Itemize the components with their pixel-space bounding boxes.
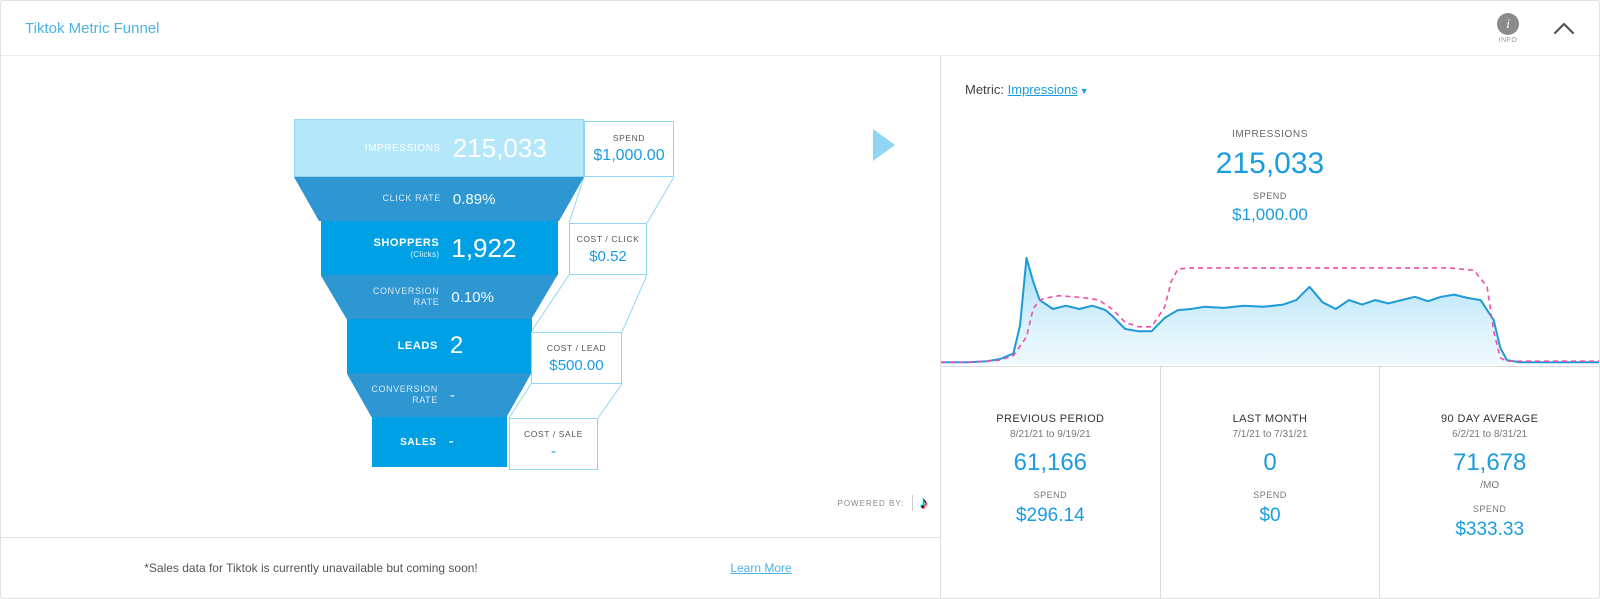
summary-metric-value: 215,033: [1215, 147, 1325, 180]
cost-label: COST / LEAD: [546, 342, 607, 353]
funnel-panel: IMPRESSIONS 215,033 CLICK RATE 0.89% SHO…: [1, 56, 940, 598]
stat-value: 61,166: [1013, 449, 1088, 476]
sales-unavailable-note: *Sales data for Tiktok is currently unav…: [144, 561, 478, 575]
summary-spend-label: SPEND: [1252, 191, 1287, 201]
metric-detail-panel: Metric: Impressions ▼ IMPRESSIONS 215,033…: [940, 56, 1599, 598]
stage-label: CONVERSION RATE: [372, 285, 440, 307]
stat-spend-label: SPEND: [1472, 504, 1507, 514]
stage-value: -: [449, 386, 455, 404]
cost-box-cost-per-sale: COST / SALE -: [509, 418, 598, 470]
stage-label: IMPRESSIONS: [364, 142, 441, 154]
stage-value: 0.89%: [452, 190, 496, 208]
stat-spend-label: SPEND: [1033, 490, 1068, 500]
metric-selector-label: Metric:: [965, 82, 1004, 97]
comparison-stats: PREVIOUS PERIOD 8/21/21 to 9/19/21 61,16…: [941, 367, 1599, 598]
cost-box-cost-per-lead: COST / LEAD $500.00: [531, 332, 622, 384]
stat-title: PREVIOUS PERIOD: [996, 413, 1105, 425]
stage-value: 1,922: [451, 232, 517, 263]
stat-90-day-average: 90 DAY AVERAGE 6/2/21 to 8/31/21 71,678 …: [1379, 367, 1599, 598]
powered-by-label: POWERED BY:: [837, 498, 905, 508]
cost-value: $0.52: [589, 247, 627, 265]
widget-header: Tiktok Metric Funnel INFO: [1, 1, 1599, 56]
stage-sublabel: (Clicks): [410, 249, 440, 259]
funnel-stage-impressions: IMPRESSIONS 215,033: [294, 119, 584, 177]
stage-label: CLICK RATE: [382, 193, 441, 204]
cost-value: $1,000.00: [593, 147, 665, 164]
collapse-button[interactable]: [1553, 21, 1575, 35]
stage-value: 215,033: [452, 132, 547, 163]
stage-label: SHOPPERS: [373, 236, 440, 249]
funnel-stage-leads: LEADS 2: [346, 319, 532, 373]
stat-last-month: LAST MONTH 7/1/21 to 7/31/21 0 SPEND $0: [1159, 367, 1380, 598]
page-title: Tiktok Metric Funnel: [25, 19, 160, 37]
stat-title: 90 DAY AVERAGE: [1441, 413, 1539, 425]
divider: [911, 495, 913, 511]
funnel-stage-conversion-rate-1: CONVERSION RATE 0.10%: [320, 275, 558, 319]
cost-box-cost-per-click: COST / CLICK $0.52: [569, 223, 647, 275]
chevron-down-icon: ▼: [1079, 86, 1089, 96]
stat-value: 0: [1263, 449, 1277, 476]
stat-previous-period: PREVIOUS PERIOD 8/21/21 to 9/19/21 61,16…: [941, 367, 1160, 598]
funnel-stage-shoppers: SHOPPERS (Clicks) 1,922: [320, 221, 558, 275]
funnel-stage-sales: SALES -: [371, 417, 507, 467]
stat-date-range: 8/21/21 to 9/19/21: [1010, 429, 1091, 440]
cost-value: -: [551, 442, 556, 460]
info-label: INFO: [1498, 36, 1518, 44]
stat-spend-value: $296.14: [1015, 505, 1085, 526]
stat-value: 71,678: [1452, 449, 1527, 476]
stage-value: -: [448, 433, 454, 450]
summary-metric-label: IMPRESSIONS: [1231, 129, 1309, 140]
stage-value: 0.10%: [451, 288, 494, 306]
funnel-stage-click-rate: CLICK RATE 0.89%: [294, 177, 584, 221]
powered-by: POWERED BY: ♪: [837, 493, 928, 513]
stat-date-range: 7/1/21 to 7/31/21: [1232, 429, 1308, 440]
stat-spend-value: $333.33: [1455, 519, 1525, 540]
next-arrow-button[interactable]: [873, 129, 895, 161]
cost-value: $500.00: [549, 356, 604, 374]
cost-label: COST / CLICK: [576, 233, 640, 244]
info-button[interactable]: INFO: [1497, 12, 1519, 44]
cost-label: SPEND: [612, 133, 646, 143]
stat-spend-label: SPEND: [1253, 490, 1287, 500]
chevron-up-icon: [1553, 22, 1575, 35]
stage-label: SALES: [400, 436, 437, 448]
metric-chart-svg: [941, 256, 1599, 365]
metric-chart: [941, 241, 1599, 367]
learn-more-link[interactable]: Learn More: [730, 561, 792, 575]
stat-unit: /MO: [1480, 480, 1500, 491]
funnel-footer: *Sales data for Tiktok is currently unav…: [1, 537, 940, 598]
stage-label: CONVERSION RATE: [371, 383, 438, 405]
funnel-chart: IMPRESSIONS 215,033 CLICK RATE 0.89% SHO…: [294, 119, 584, 467]
info-icon: [1497, 12, 1519, 35]
summary-spend-value: $1,000.00: [1232, 205, 1308, 224]
stat-spend-value: $0: [1259, 505, 1281, 526]
metric-summary: IMPRESSIONS 215,033 SPEND $1,000.00: [941, 129, 1599, 225]
tiktok-logo-icon: ♪: [919, 493, 929, 512]
funnel-stage-conversion-rate-2: CONVERSION RATE -: [346, 373, 532, 417]
stage-value: 2: [449, 332, 464, 359]
cost-box-spend: SPEND $1,000.00: [584, 121, 674, 177]
stat-date-range: 6/2/21 to 8/31/21: [1452, 429, 1528, 440]
cost-label: COST / SALE: [524, 428, 583, 439]
metric-selector-dropdown[interactable]: Impressions: [1007, 82, 1078, 97]
stat-title: LAST MONTH: [1232, 413, 1308, 425]
stage-label: LEADS: [397, 340, 438, 352]
